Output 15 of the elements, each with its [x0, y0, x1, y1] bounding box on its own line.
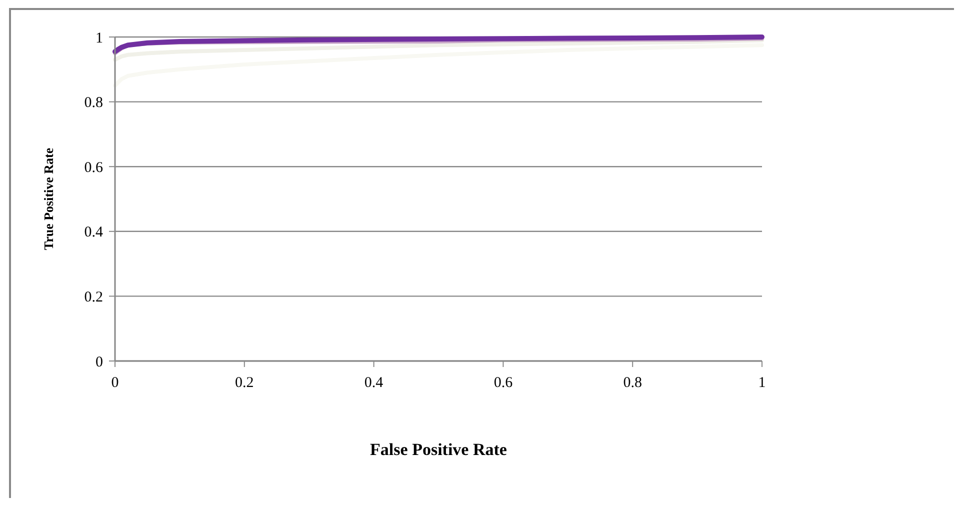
line-series	[113, 43, 764, 88]
y-tick-label: 0.8	[84, 95, 103, 112]
x-axis-title: False Positive Rate	[370, 440, 508, 459]
x-tick-label: 1	[758, 375, 766, 391]
x-tick-label: 0.4	[364, 375, 384, 391]
y-tick-label: 0.2	[84, 289, 103, 306]
x-tick-label: 0.2	[235, 375, 254, 391]
x-tick-label: 0	[111, 375, 119, 391]
x-tick-label: 0.6	[494, 375, 514, 391]
y-tick-label: 0.4	[84, 224, 104, 241]
y-tick-label: 1	[96, 30, 103, 46]
y-tick-label: 0.6	[84, 160, 104, 176]
x-tick-label: 0.8	[623, 375, 642, 391]
y-axis-title: True Positive Rate	[41, 148, 56, 250]
y-tick-label: 0	[96, 354, 103, 370]
